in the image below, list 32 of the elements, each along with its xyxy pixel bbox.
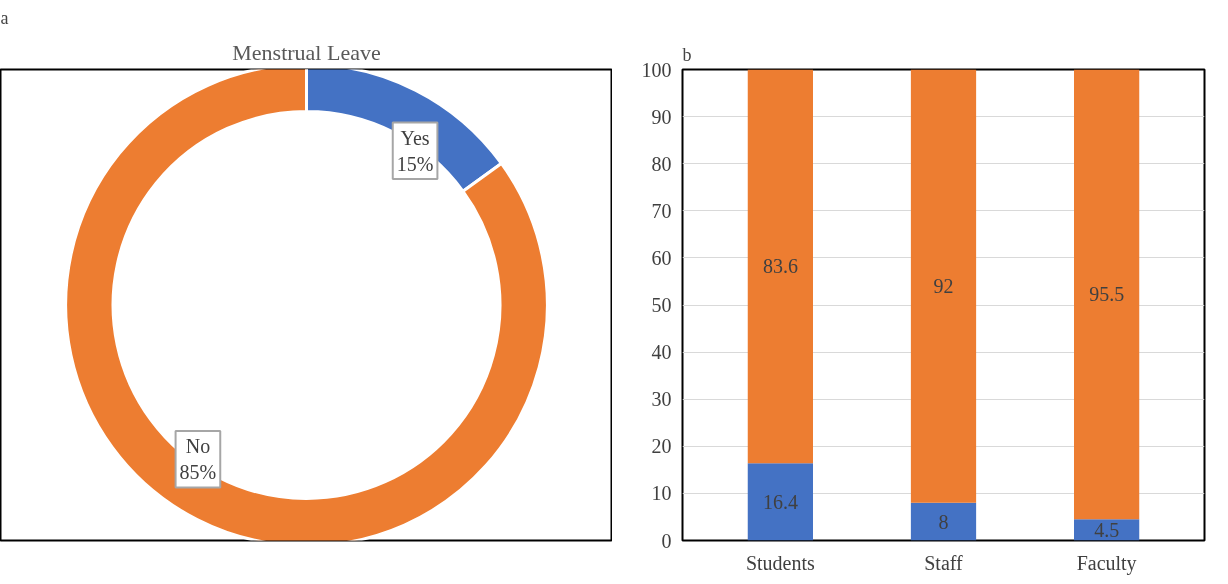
bar (1074, 69, 1140, 520)
data-label: 83.6 (762, 255, 798, 278)
x-tick-label: Students (745, 551, 816, 574)
bar (910, 69, 977, 503)
y-tick-label: 90 (651, 105, 672, 128)
y-tick-label: 50 (651, 294, 672, 316)
y-tick-label: 20 (651, 435, 672, 458)
y-tick-label: 60 (651, 246, 672, 269)
y-tick-label: 80 (651, 152, 672, 175)
y-tick-label: 0 (661, 529, 672, 552)
y-tick-label: 70 (651, 199, 672, 222)
data-label: 95.5 (1089, 283, 1125, 306)
chart-title: Menstrual Leave (232, 39, 381, 65)
data-label: 15% (396, 152, 434, 175)
bar (910, 502, 977, 541)
bar (747, 463, 813, 541)
text: b (682, 44, 692, 65)
y-tick-label: 40 (651, 341, 672, 364)
data-label: 16.4 (762, 490, 798, 513)
bar (747, 69, 813, 464)
x-tick-label: Staff (924, 551, 964, 574)
data-label: 92 (933, 275, 954, 298)
slice-label: Yes (400, 126, 430, 149)
x-tick-label: Faculty (1076, 551, 1137, 575)
data-label: 85% (179, 461, 217, 484)
y-tick-label: 10 (651, 482, 672, 505)
data-label: 8 (938, 510, 949, 533)
y-tick-label: 30 (651, 388, 672, 411)
slice-label: No (185, 435, 211, 458)
data-label: 4.5 (1094, 518, 1120, 541)
y-tick-label: 100 (641, 58, 672, 81)
text: a (0, 7, 9, 28)
